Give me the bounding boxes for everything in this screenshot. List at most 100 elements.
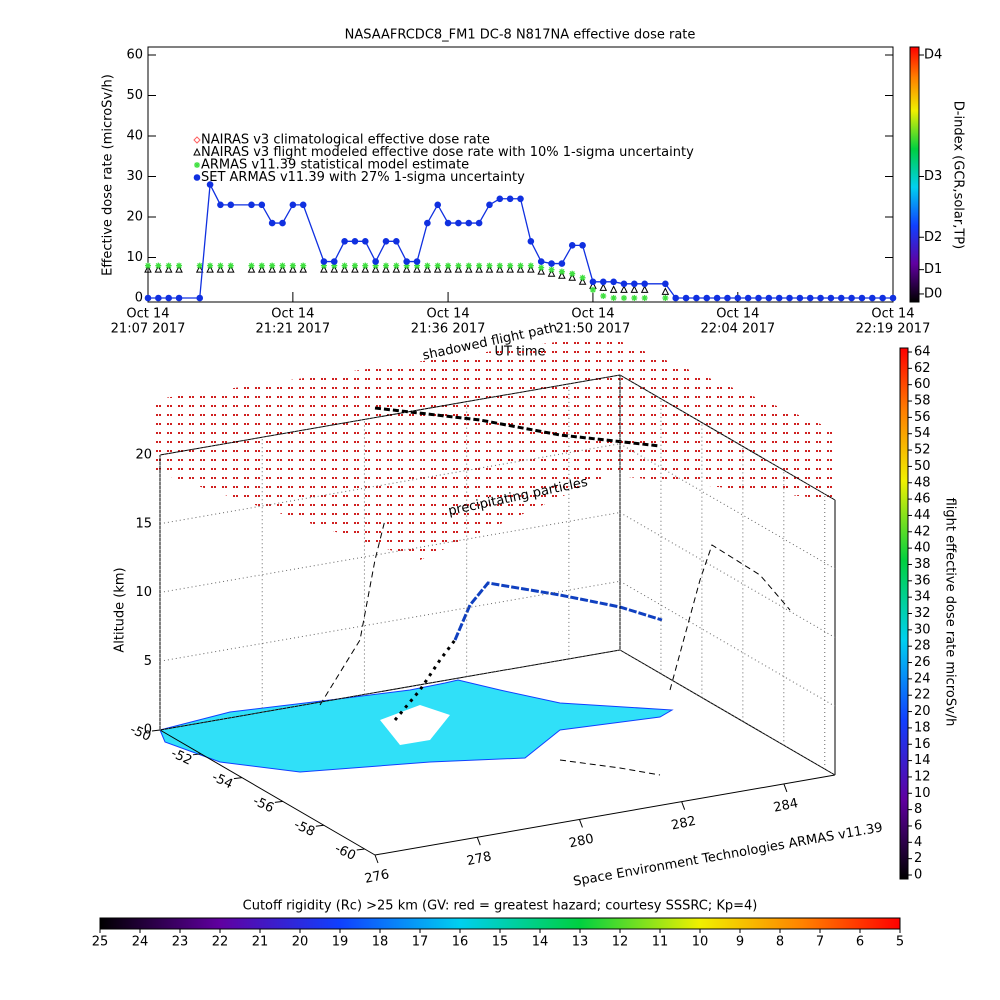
data-point xyxy=(268,219,276,227)
data-point xyxy=(424,219,431,227)
data-point xyxy=(609,285,618,293)
data-point xyxy=(382,262,389,269)
data-point xyxy=(145,262,151,269)
data-point xyxy=(351,238,359,245)
data-point xyxy=(744,294,752,302)
lat-tick xyxy=(315,824,324,827)
data-point xyxy=(371,265,380,273)
data-point xyxy=(578,277,587,285)
colorbar-tick-label: 15 xyxy=(492,935,509,950)
credit: Space Environment Technologies ARMAS v11… xyxy=(572,820,884,889)
lon-tick xyxy=(578,819,583,828)
data-point xyxy=(340,265,349,273)
colorbar-tick-label: 12 xyxy=(612,935,629,950)
data-point xyxy=(248,201,255,209)
data-point xyxy=(568,273,577,281)
data-point xyxy=(413,265,421,273)
data-point xyxy=(248,262,255,269)
data-point xyxy=(486,262,493,269)
data-point xyxy=(206,265,214,273)
y2-tick-label: D2 xyxy=(924,230,942,245)
precipitating-particles-region xyxy=(150,335,835,560)
data-point xyxy=(631,280,638,288)
data-point xyxy=(279,262,286,269)
flight-descent xyxy=(393,639,457,721)
colorbar-tick-label: 24 xyxy=(914,671,931,686)
data-point xyxy=(558,268,565,275)
data-point xyxy=(516,265,525,273)
data-point xyxy=(806,294,814,302)
data-point xyxy=(476,262,483,269)
y2-tick-label: D1 xyxy=(924,262,942,277)
data-point xyxy=(641,280,648,288)
data-point xyxy=(144,265,152,273)
data-point xyxy=(196,294,204,302)
colorbar-tick-label: 40 xyxy=(914,541,931,556)
data-point xyxy=(620,285,628,293)
data-point xyxy=(817,294,824,302)
legend-symbol xyxy=(194,162,200,168)
x-tick-label: Oct 14 xyxy=(426,307,469,322)
data-point xyxy=(693,294,700,302)
grid-line xyxy=(619,374,836,501)
colorbar-tick-label: 54 xyxy=(914,426,931,441)
data-point xyxy=(176,262,183,269)
data-point xyxy=(589,278,597,286)
shadow-path xyxy=(559,759,661,776)
top-edge xyxy=(159,374,621,456)
data-point xyxy=(175,265,183,273)
series: NAIRAS v3 climatological effective dose … xyxy=(193,133,490,148)
colorbar-tick-label: 46 xyxy=(914,492,931,507)
legend-label: SET ARMAS v11.39 with 27% 1-sigma uncert… xyxy=(201,170,525,185)
x-tick-label: Oct 14 xyxy=(871,307,914,322)
colorbar-tick-label: 58 xyxy=(914,394,931,409)
colorbar-tick-label: 26 xyxy=(914,655,931,670)
data-point xyxy=(424,262,431,269)
data-point xyxy=(247,265,256,273)
data-point xyxy=(217,201,224,209)
colorbar-tick-label: 50 xyxy=(914,459,931,474)
y2-axis-label: D-index (GCR,solar,TP) xyxy=(951,101,966,249)
data-point xyxy=(320,265,328,273)
legend-symbol xyxy=(193,147,201,156)
data-point xyxy=(495,265,504,273)
colorbar-tick-label: 16 xyxy=(914,737,931,752)
colorbar-tick-label: 12 xyxy=(914,769,931,784)
data-point xyxy=(258,265,266,273)
data-point xyxy=(207,262,214,269)
chart-title: NASAAFRCDC8_FM1 DC-8 N817NA effective do… xyxy=(345,28,696,43)
data-point xyxy=(724,294,731,302)
data-point xyxy=(858,294,866,302)
lon-tick xyxy=(681,801,686,810)
data-point xyxy=(507,262,514,269)
data-point xyxy=(713,294,721,302)
grid-line xyxy=(619,649,836,776)
data-point xyxy=(175,294,183,302)
x-tick-label: 22:19 2017 xyxy=(856,322,931,337)
3d-chart: 05101520276278280282284-50-52-54-56-58-6… xyxy=(113,320,884,889)
data-point xyxy=(393,262,400,269)
data-point xyxy=(465,219,473,227)
lat-tick-label: -60 xyxy=(332,841,358,864)
data-point xyxy=(568,242,576,249)
lon-tick-label: 278 xyxy=(466,849,493,869)
data-point xyxy=(454,265,463,273)
lon-tick-label: 284 xyxy=(772,796,799,816)
colorbar-tick-label: 52 xyxy=(914,443,931,458)
data-point xyxy=(827,294,835,302)
data-point xyxy=(486,201,493,209)
data-point xyxy=(165,262,172,269)
colorbar-tick-label: 14 xyxy=(914,753,931,768)
floor-edge xyxy=(159,649,621,731)
dose-rate-chart: NASAAFRCDC8_FM1 DC-8 N817NA effective do… xyxy=(101,28,966,360)
data-point xyxy=(196,262,203,269)
colorbars: 0246810121416182022242628303234363840424… xyxy=(92,345,958,950)
land xyxy=(380,705,450,745)
data-point xyxy=(527,262,534,269)
data-point xyxy=(227,262,234,269)
data-point xyxy=(661,287,670,295)
colorbar-tick-label: 6 xyxy=(914,818,922,833)
lat-tick-label: -56 xyxy=(250,794,276,817)
x-tick-label: 22:04 2017 xyxy=(700,322,775,337)
